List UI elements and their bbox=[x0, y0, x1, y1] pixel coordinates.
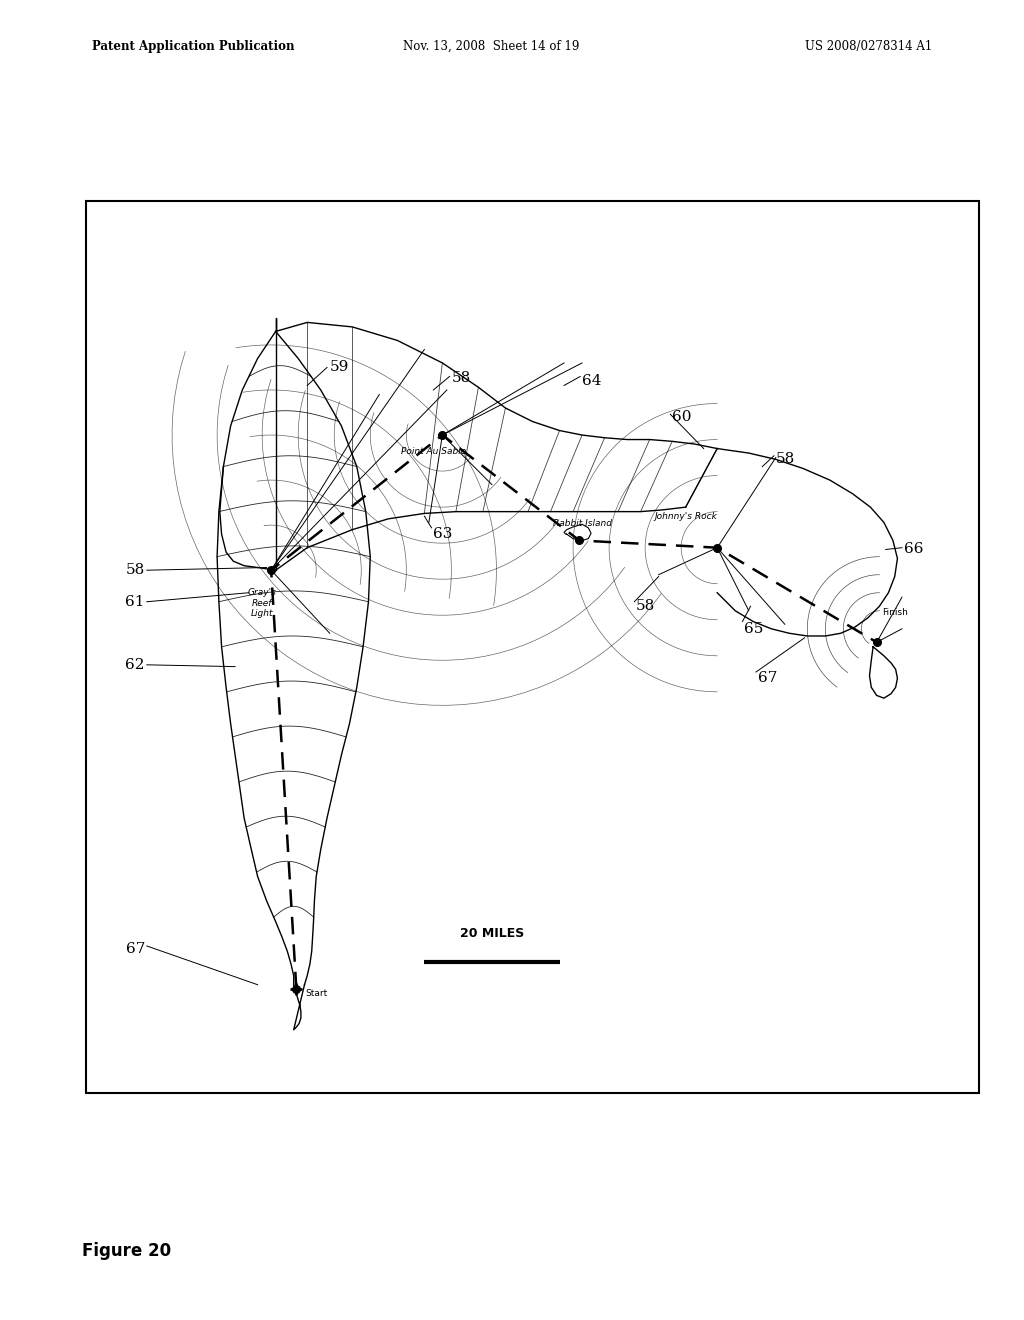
Text: 63: 63 bbox=[433, 527, 453, 541]
Text: 64: 64 bbox=[582, 374, 601, 388]
Text: 60: 60 bbox=[672, 411, 691, 424]
Text: 67: 67 bbox=[758, 672, 777, 685]
Text: 58: 58 bbox=[636, 599, 655, 614]
Text: 59: 59 bbox=[330, 360, 349, 375]
Text: 58: 58 bbox=[776, 453, 795, 466]
Text: Johnny's Rock: Johnny's Rock bbox=[654, 512, 717, 520]
Text: Patent Application Publication: Patent Application Publication bbox=[92, 40, 295, 53]
Text: Rabbit Island: Rabbit Island bbox=[553, 519, 611, 528]
Text: Finish: Finish bbox=[882, 609, 908, 616]
Text: Start: Start bbox=[305, 989, 328, 998]
Text: 58: 58 bbox=[452, 371, 471, 385]
Text: Gray's
Reef
Light: Gray's Reef Light bbox=[248, 589, 276, 618]
Text: US 2008/0278314 A1: US 2008/0278314 A1 bbox=[805, 40, 932, 53]
Text: 65: 65 bbox=[744, 622, 764, 636]
Text: 67: 67 bbox=[126, 941, 145, 956]
Text: Nov. 13, 2008  Sheet 14 of 19: Nov. 13, 2008 Sheet 14 of 19 bbox=[403, 40, 580, 53]
Text: Figure 20: Figure 20 bbox=[82, 1242, 171, 1259]
Text: 66: 66 bbox=[904, 543, 924, 557]
Text: Point Au Sable: Point Au Sable bbox=[400, 446, 466, 455]
Text: 62: 62 bbox=[126, 657, 145, 672]
Text: 61: 61 bbox=[126, 595, 145, 609]
Text: 58: 58 bbox=[126, 564, 145, 577]
Text: 20 MILES: 20 MILES bbox=[460, 927, 524, 940]
